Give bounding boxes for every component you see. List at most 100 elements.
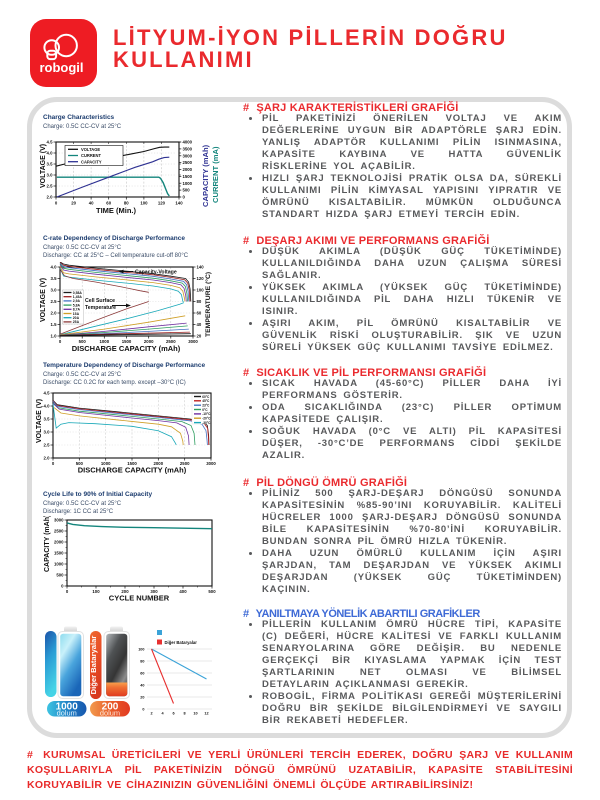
svg-text:CAPACITY (mAh): CAPACITY (mAh) bbox=[201, 144, 210, 207]
svg-text:VOLTAGE: VOLTAGE bbox=[81, 147, 100, 152]
svg-text:1.5: 1.5 bbox=[51, 322, 58, 327]
svg-text:2.5: 2.5 bbox=[47, 184, 54, 189]
svg-text:3000: 3000 bbox=[54, 518, 64, 523]
svg-text:Cell Surface: Cell Surface bbox=[85, 298, 115, 304]
svg-text:60°C: 60°C bbox=[202, 395, 210, 399]
svg-text:1000: 1000 bbox=[56, 702, 79, 713]
svg-text:0: 0 bbox=[183, 195, 186, 200]
svg-text:2.0: 2.0 bbox=[44, 456, 51, 461]
svg-text:300: 300 bbox=[150, 589, 158, 594]
svg-text:-20°C: -20°C bbox=[202, 417, 211, 421]
svg-text:2000: 2000 bbox=[183, 167, 193, 172]
svg-text:80: 80 bbox=[140, 660, 144, 664]
svg-text:1000: 1000 bbox=[54, 562, 64, 567]
svg-text:60: 60 bbox=[197, 311, 202, 316]
svg-text:VOLTAGE (V): VOLTAGE (V) bbox=[40, 278, 47, 322]
svg-text:2,9A: 2,9A bbox=[73, 299, 81, 303]
svg-text:1500: 1500 bbox=[122, 339, 132, 344]
svg-text:0: 0 bbox=[52, 461, 55, 466]
svg-text:3.0: 3.0 bbox=[47, 173, 54, 178]
svg-text:23°C: 23°C bbox=[202, 404, 210, 408]
svg-text:CURRENT (mA): CURRENT (mA) bbox=[211, 146, 220, 203]
svg-text:20A: 20A bbox=[73, 316, 80, 320]
svg-text:4.0: 4.0 bbox=[51, 265, 58, 270]
svg-text:2.5: 2.5 bbox=[51, 299, 58, 304]
svg-text:5,8A: 5,8A bbox=[73, 303, 81, 307]
svg-text:1000: 1000 bbox=[101, 461, 111, 466]
svg-text:Temperature: Temperature bbox=[85, 305, 116, 311]
svg-text:500: 500 bbox=[208, 589, 216, 594]
svg-text:60: 60 bbox=[140, 672, 144, 676]
svg-text:Diğer Bataryalar: Diğer Bataryalar bbox=[165, 640, 198, 645]
svg-text:3.0: 3.0 bbox=[51, 288, 58, 293]
svg-text:2.0: 2.0 bbox=[47, 195, 54, 200]
svg-text:20: 20 bbox=[197, 334, 202, 339]
svg-text:25A: 25A bbox=[73, 320, 80, 324]
svg-text:VOLTAGE (V): VOLTAGE (V) bbox=[40, 144, 47, 188]
svg-text:1,45A: 1,45A bbox=[73, 295, 83, 299]
svg-text:80: 80 bbox=[197, 299, 202, 304]
svg-text:100: 100 bbox=[92, 589, 100, 594]
svg-text:3.5: 3.5 bbox=[47, 162, 54, 167]
svg-text:200: 200 bbox=[121, 589, 129, 594]
svg-text:3000: 3000 bbox=[206, 461, 216, 466]
svg-text:0,58A: 0,58A bbox=[73, 291, 83, 295]
svg-text:2500: 2500 bbox=[180, 461, 190, 466]
svg-text:0: 0 bbox=[142, 708, 144, 712]
svg-text:3000: 3000 bbox=[183, 153, 193, 158]
svg-text:-30°C: -30°C bbox=[202, 421, 211, 425]
svg-text:12: 12 bbox=[204, 712, 208, 716]
svg-text:dolum: dolum bbox=[100, 709, 120, 718]
svg-text:2500: 2500 bbox=[166, 339, 176, 344]
svg-text:TIME (Min.): TIME (Min.) bbox=[96, 206, 136, 215]
svg-text:TEMPERATURE (°C): TEMPERATURE (°C) bbox=[204, 272, 212, 337]
svg-text:2500: 2500 bbox=[183, 160, 193, 165]
svg-text:2.0: 2.0 bbox=[51, 311, 58, 316]
svg-text:3.5: 3.5 bbox=[44, 417, 51, 422]
svg-text:3.5: 3.5 bbox=[51, 276, 58, 281]
svg-text:100: 100 bbox=[138, 648, 144, 652]
svg-text:6: 6 bbox=[172, 712, 174, 716]
svg-text:20: 20 bbox=[71, 201, 76, 206]
svg-text:0: 0 bbox=[61, 584, 64, 589]
svg-text:100: 100 bbox=[197, 288, 205, 293]
svg-text:2000: 2000 bbox=[154, 461, 164, 466]
svg-text:40: 40 bbox=[89, 201, 94, 206]
svg-text:45°C: 45°C bbox=[202, 399, 210, 403]
svg-text:0: 0 bbox=[66, 589, 69, 594]
svg-text:120: 120 bbox=[158, 201, 166, 206]
svg-text:2000: 2000 bbox=[54, 540, 64, 545]
svg-text:10: 10 bbox=[193, 712, 197, 716]
svg-text:4: 4 bbox=[161, 712, 164, 716]
svg-text:0: 0 bbox=[59, 339, 62, 344]
svg-text:500: 500 bbox=[76, 461, 84, 466]
svg-text:3500: 3500 bbox=[183, 147, 193, 152]
svg-text:500: 500 bbox=[56, 573, 64, 578]
svg-text:4.0: 4.0 bbox=[44, 404, 51, 409]
svg-text:500: 500 bbox=[183, 188, 191, 193]
svg-text:0°C: 0°C bbox=[202, 408, 208, 412]
svg-text:1.0: 1.0 bbox=[51, 334, 58, 339]
svg-text:4.5: 4.5 bbox=[47, 140, 54, 145]
svg-text:dolum: dolum bbox=[57, 709, 77, 718]
svg-text:140: 140 bbox=[175, 201, 183, 206]
svg-text:robogil: robogil bbox=[39, 60, 83, 75]
svg-text:Capacity-Voltage: Capacity-Voltage bbox=[135, 270, 177, 276]
svg-text:DISCHARGE CAPACITY (mAh): DISCHARGE CAPACITY (mAh) bbox=[72, 344, 181, 353]
svg-text:60: 60 bbox=[106, 201, 111, 206]
svg-text:1000: 1000 bbox=[100, 339, 110, 344]
svg-text:2.5: 2.5 bbox=[44, 443, 51, 448]
svg-text:4.0: 4.0 bbox=[47, 151, 54, 156]
svg-text:8,7A: 8,7A bbox=[73, 308, 81, 312]
svg-text:20: 20 bbox=[140, 696, 144, 700]
svg-text:3.0: 3.0 bbox=[44, 430, 51, 435]
svg-text:120: 120 bbox=[197, 276, 205, 281]
svg-text:8: 8 bbox=[183, 712, 185, 716]
svg-text:1000: 1000 bbox=[183, 181, 193, 186]
svg-text:40: 40 bbox=[140, 684, 144, 688]
svg-text:100: 100 bbox=[140, 201, 148, 206]
svg-text:1500: 1500 bbox=[54, 551, 64, 556]
svg-text:CURRENT: CURRENT bbox=[81, 153, 101, 158]
svg-text:CYCLE NUMBER: CYCLE NUMBER bbox=[109, 594, 170, 603]
svg-text:1500: 1500 bbox=[183, 174, 193, 179]
